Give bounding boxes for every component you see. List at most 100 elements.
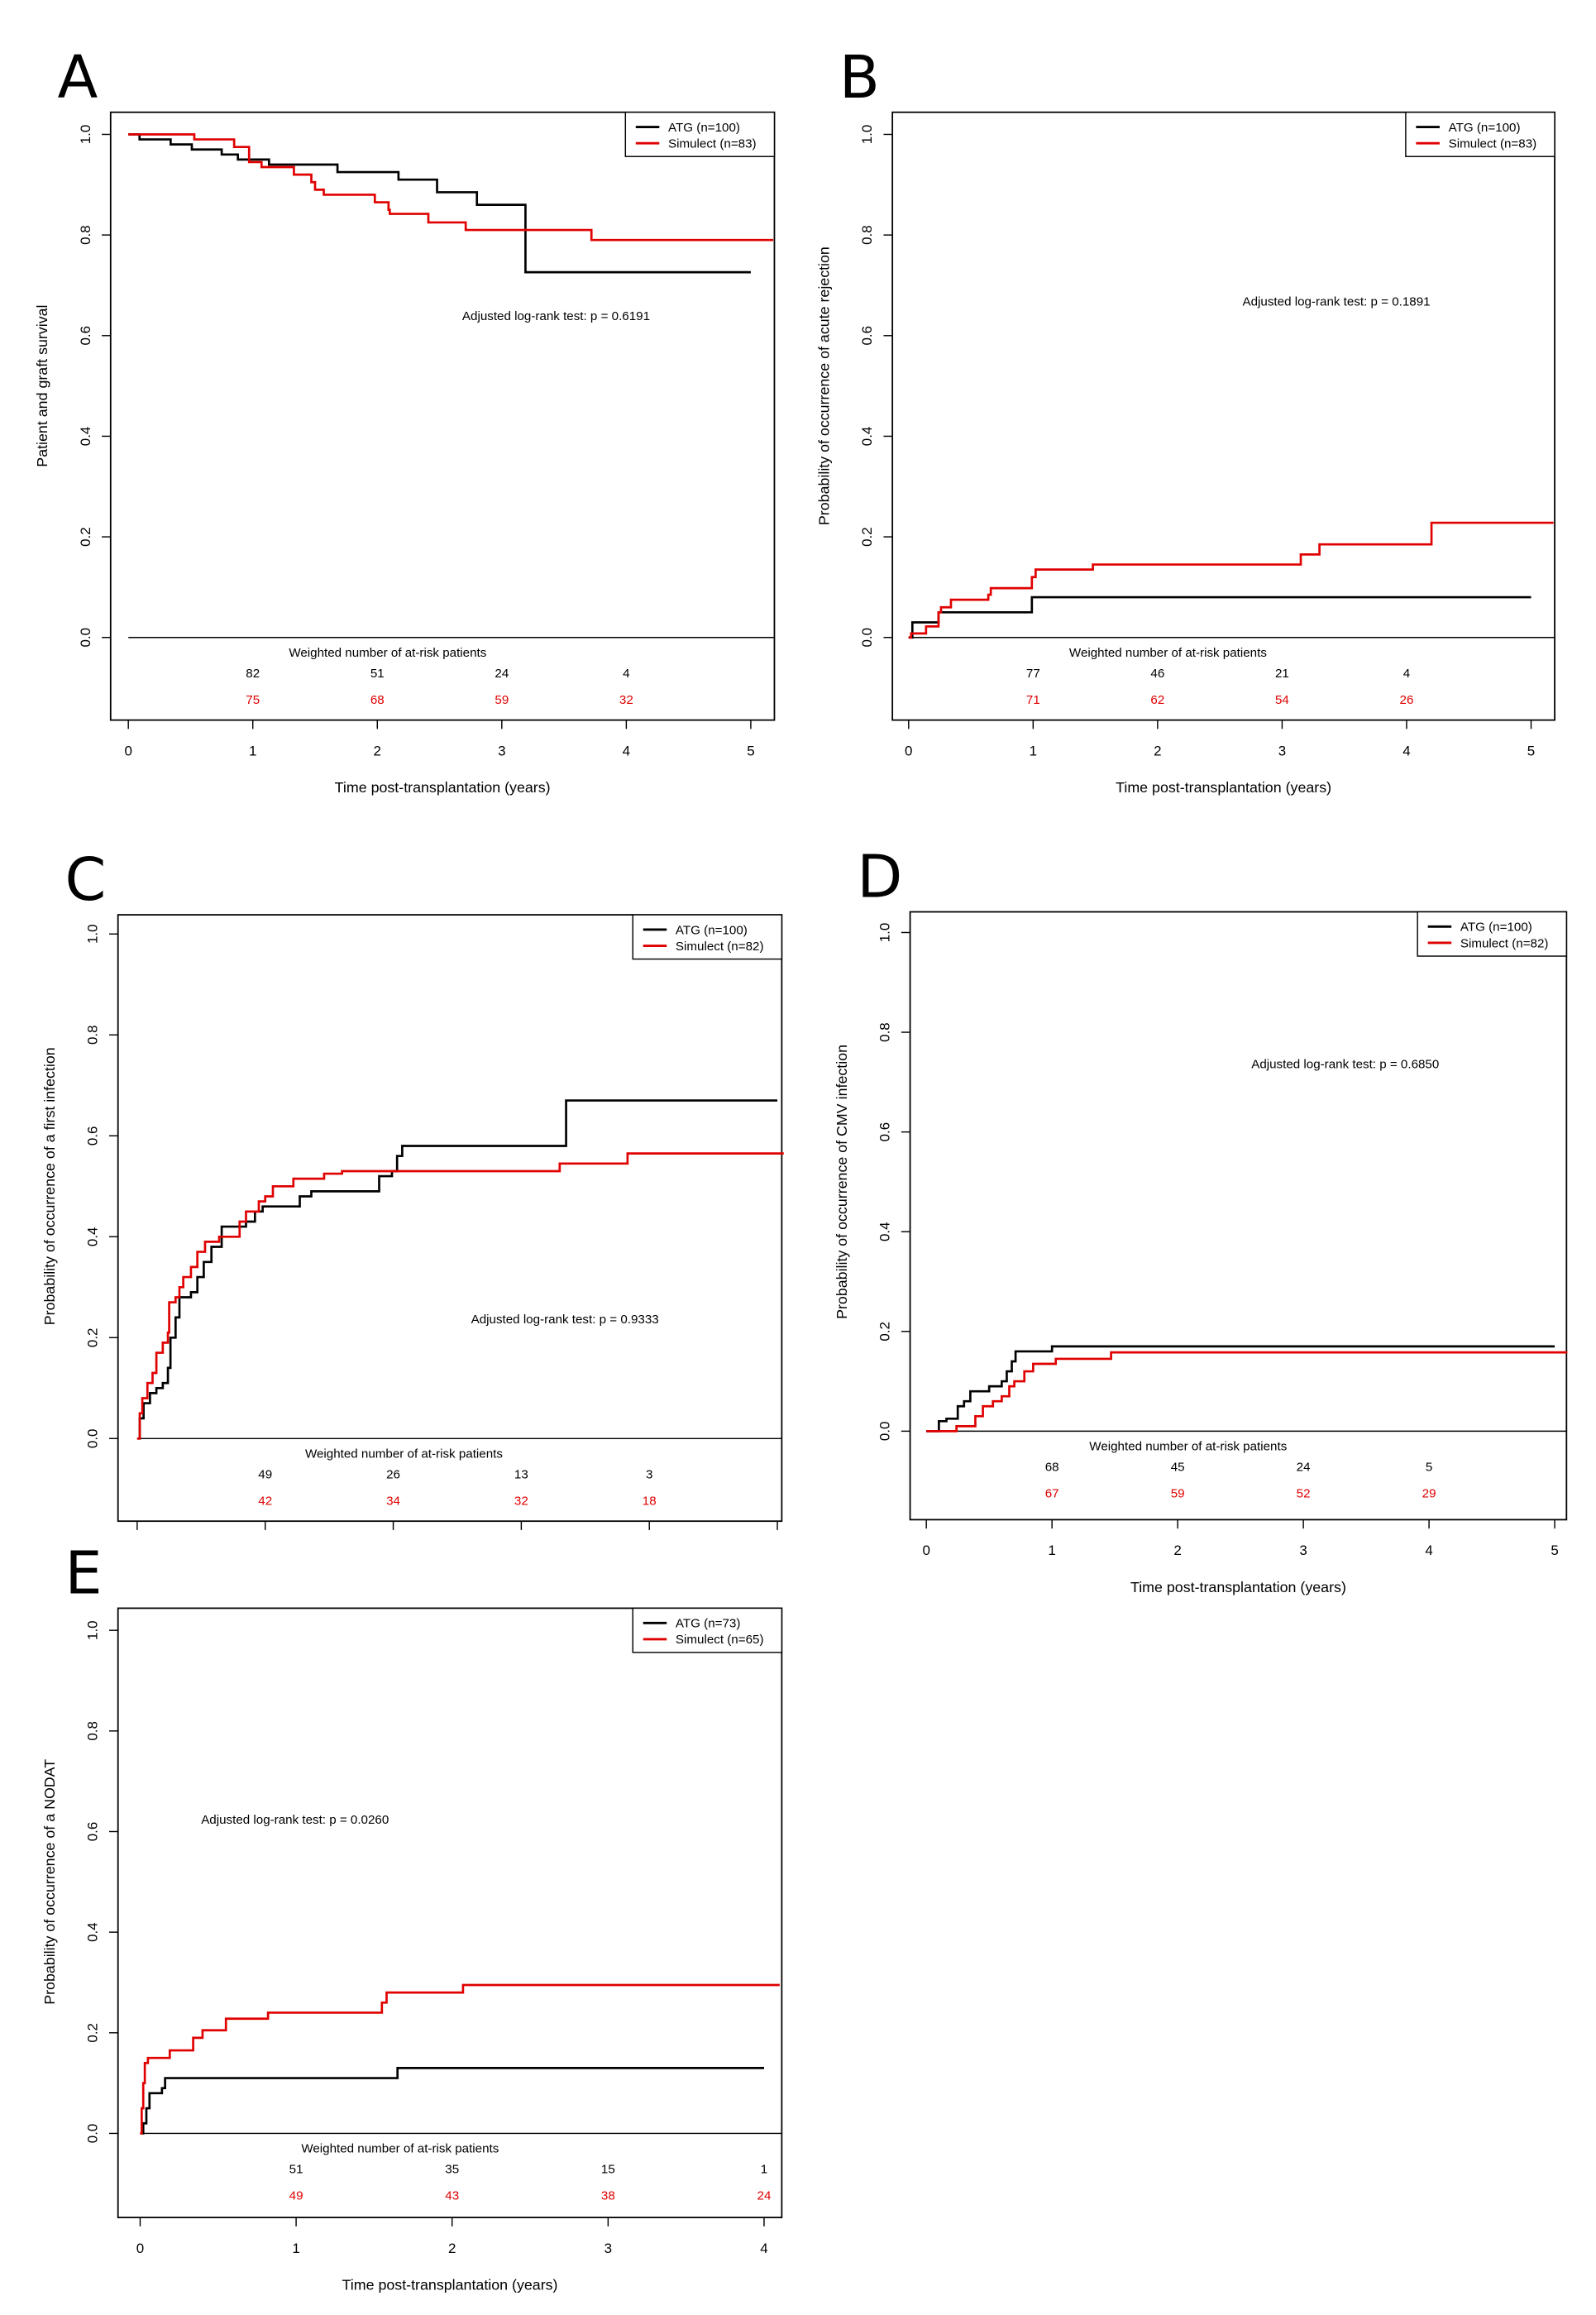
at-risk-title: Weighted number of at-risk patients (1089, 1440, 1287, 1454)
x-tick-label: 4 (760, 2241, 767, 2256)
y-tick-label: 0.2 (85, 1328, 101, 1348)
y-tick-label: 0.8 (85, 1025, 101, 1045)
plot-frame (117, 1607, 783, 2219)
at-risk-atg: 46 (1150, 667, 1164, 681)
at-risk-atg: 1 (761, 2163, 767, 2177)
panel-letter: B (839, 43, 880, 112)
log-rank-test: Adjusted log-rank test: p = 0.9333 (471, 1313, 659, 1327)
at-risk-atg: 4 (623, 667, 629, 681)
y-tick-label: 0.4 (85, 1227, 101, 1247)
at-risk-simulect: 49 (289, 2189, 303, 2203)
at-risk-atg: 35 (445, 2163, 459, 2177)
legend-label: ATG (n=73) (676, 1617, 740, 1631)
at-risk-atg: 82 (246, 667, 260, 681)
at-risk-title: Weighted number of at-risk patients (289, 646, 486, 660)
at-risk-atg: 77 (1026, 667, 1040, 681)
x-tick-label: 2 (1173, 1543, 1181, 1558)
y-axis-label: Probability of occurrence of acute rejec… (815, 246, 832, 525)
legend-box (624, 112, 776, 157)
panel-d: D 0.0 0.2 0.4 0.6 0.8 1.0 Probability of occurr… (834, 843, 1568, 1595)
series-line-simulect (128, 133, 774, 242)
at-risk-simulect: 59 (495, 693, 509, 707)
panel-b: B 0.0 0.2 0.4 0.6 0.8 1.0 Probability of occurr… (815, 43, 1555, 796)
x-tick-label: 5 (747, 743, 754, 758)
y-tick-label: 0.0 (859, 628, 875, 648)
at-risk-atg: 45 (1171, 1461, 1185, 1475)
series-line-atg (128, 133, 751, 274)
x-tick-label: 1 (292, 2241, 299, 2256)
x-tick-label: 3 (1299, 1543, 1307, 1558)
at-risk-simulect: 29 (1422, 1487, 1436, 1501)
legend-box (632, 914, 783, 960)
x-axis-label: Time post-transplantation (years) (1116, 779, 1331, 796)
panel-letter: E (65, 1539, 102, 1608)
at-risk-simulect: 52 (1297, 1487, 1311, 1501)
series-line-atg (926, 1345, 1555, 1433)
y-tick-label: 1.0 (85, 1620, 101, 1640)
at-risk-atg: 68 (1045, 1461, 1059, 1475)
at-risk-atg: 24 (495, 667, 509, 681)
at-risk-atg: 51 (289, 2163, 303, 2177)
legend-label: ATG (n=100) (676, 923, 748, 937)
y-tick-label: 1.0 (859, 125, 875, 145)
log-rank-test: Adjusted log-rank test: p = 0.6191 (462, 309, 650, 323)
at-risk-simulect: 59 (1171, 1487, 1185, 1501)
x-tick-label: 5 (1527, 743, 1535, 758)
y-tick-label: 0.4 (859, 427, 875, 447)
at-risk-simulect: 24 (757, 2189, 772, 2203)
x-tick-label: 0 (124, 743, 131, 758)
x-tick-label: 0 (905, 743, 912, 758)
x-axis-label: Time post-transplantation (years) (1130, 1579, 1346, 1595)
legend-label: Simulect (n=82) (1460, 936, 1549, 950)
series-line-atg (908, 595, 1531, 639)
at-risk-atg: 3 (646, 1467, 652, 1481)
x-tick-label: 0 (136, 2241, 144, 2256)
x-axis-label: Time post-transplantation (years) (335, 779, 551, 796)
y-tick-label: 0.8 (877, 1022, 893, 1042)
at-risk-atg: 4 (1403, 667, 1410, 681)
legend-label: Simulect (n=83) (668, 137, 757, 151)
at-risk-simulect: 68 (370, 693, 385, 707)
y-tick-label: 0.6 (859, 326, 875, 346)
at-risk-atg: 13 (514, 1467, 528, 1481)
at-risk-simulect: 42 (258, 1495, 272, 1509)
y-tick-label: 0.2 (877, 1322, 893, 1342)
series-line-simulect (136, 1152, 784, 1440)
x-tick-label: 3 (604, 2241, 612, 2256)
legend-label: Simulect (n=65) (676, 1633, 764, 1647)
y-tick-label: 0.6 (877, 1122, 893, 1142)
y-tick-label: 0.4 (78, 427, 93, 447)
legend-label: ATG (n=100) (668, 121, 740, 135)
at-risk-simulect: 26 (1400, 693, 1414, 707)
panel-e: E 0.0 0.2 0.4 0.6 0.8 1.0 Probability of occurr… (41, 1539, 783, 2293)
y-tick-label: 0.0 (85, 1429, 101, 1449)
legend-box (632, 1607, 783, 1653)
x-tick-label: 3 (498, 743, 505, 758)
y-axis-label: Probability of occurrence of a NODAT (41, 1759, 58, 2005)
y-axis-label: Patient and graft survival (34, 304, 50, 466)
y-tick-label: 0.6 (85, 1126, 101, 1146)
legend-label: ATG (n=100) (1449, 121, 1521, 135)
y-tick-label: 1.0 (78, 125, 93, 145)
at-risk-simulect: 43 (445, 2189, 459, 2203)
x-tick-label: 1 (1030, 743, 1037, 758)
panel-letter: A (58, 43, 98, 112)
y-tick-label: 0.2 (85, 2023, 101, 2043)
legend-label: Simulect (n=82) (676, 940, 764, 954)
x-tick-label: 4 (1425, 1543, 1432, 1558)
plot-frame (117, 914, 783, 1523)
y-tick-label: 0.8 (78, 225, 93, 245)
at-risk-simulect: 18 (643, 1495, 657, 1509)
log-rank-test: Adjusted log-rank test: p = 0.1891 (1243, 294, 1431, 309)
y-tick-label: 0.2 (859, 527, 875, 547)
log-rank-test: Adjusted log-rank test: p = 0.0260 (201, 1813, 389, 1827)
panel-letter: C (65, 845, 106, 914)
y-tick-label: 0.8 (85, 1721, 101, 1741)
at-risk-simulect: 75 (246, 693, 260, 707)
y-tick-label: 0.0 (85, 2124, 101, 2144)
x-tick-label: 1 (1048, 1543, 1055, 1558)
at-risk-simulect: 32 (619, 693, 633, 707)
x-tick-label: 2 (448, 2241, 456, 2256)
at-risk-atg: 24 (1297, 1461, 1311, 1475)
